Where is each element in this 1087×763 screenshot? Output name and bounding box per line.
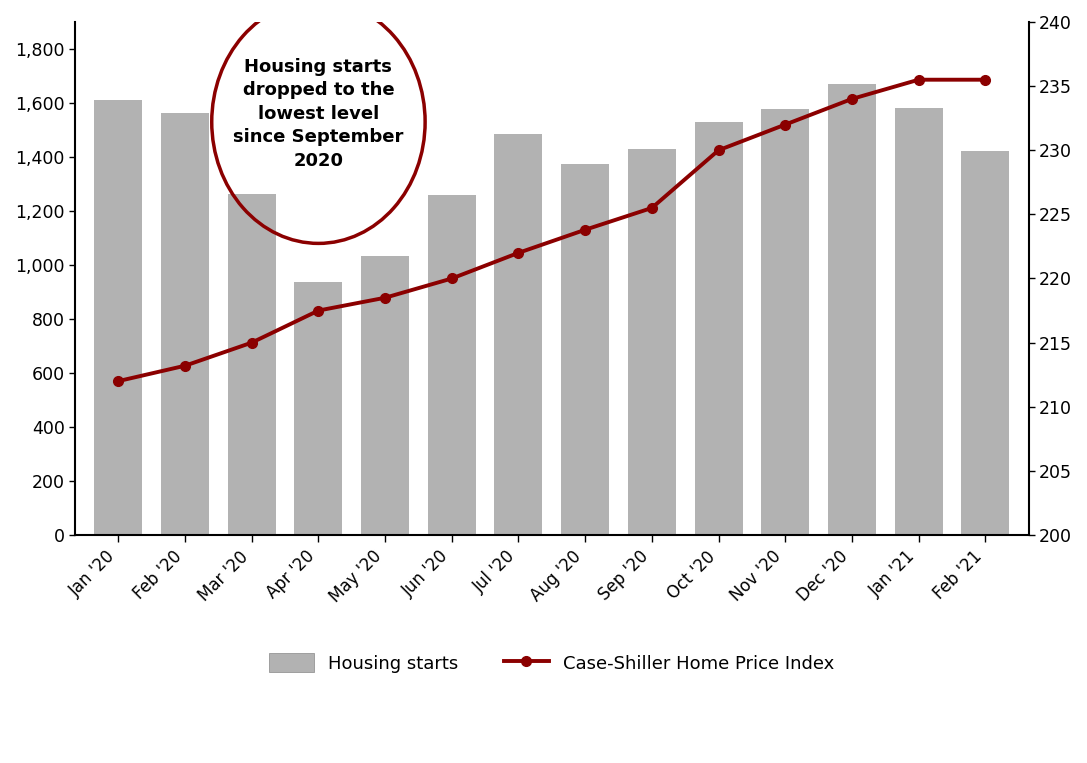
Bar xyxy=(161,113,209,535)
Text: Housing starts
dropped to the
lowest level
since September
2020: Housing starts dropped to the lowest lev… xyxy=(234,57,403,170)
Bar xyxy=(228,194,276,535)
Bar xyxy=(628,149,676,535)
Bar xyxy=(695,122,742,535)
Bar xyxy=(295,282,342,535)
Bar xyxy=(495,134,542,535)
Bar xyxy=(828,85,876,535)
Bar xyxy=(895,108,942,535)
Bar xyxy=(561,164,609,535)
Legend: Housing starts, Case-Shiller Home Price Index: Housing starts, Case-Shiller Home Price … xyxy=(262,646,842,680)
Bar xyxy=(428,195,476,535)
Bar xyxy=(961,151,1009,535)
Bar xyxy=(361,256,409,535)
Bar xyxy=(761,109,809,535)
Bar xyxy=(95,100,142,535)
